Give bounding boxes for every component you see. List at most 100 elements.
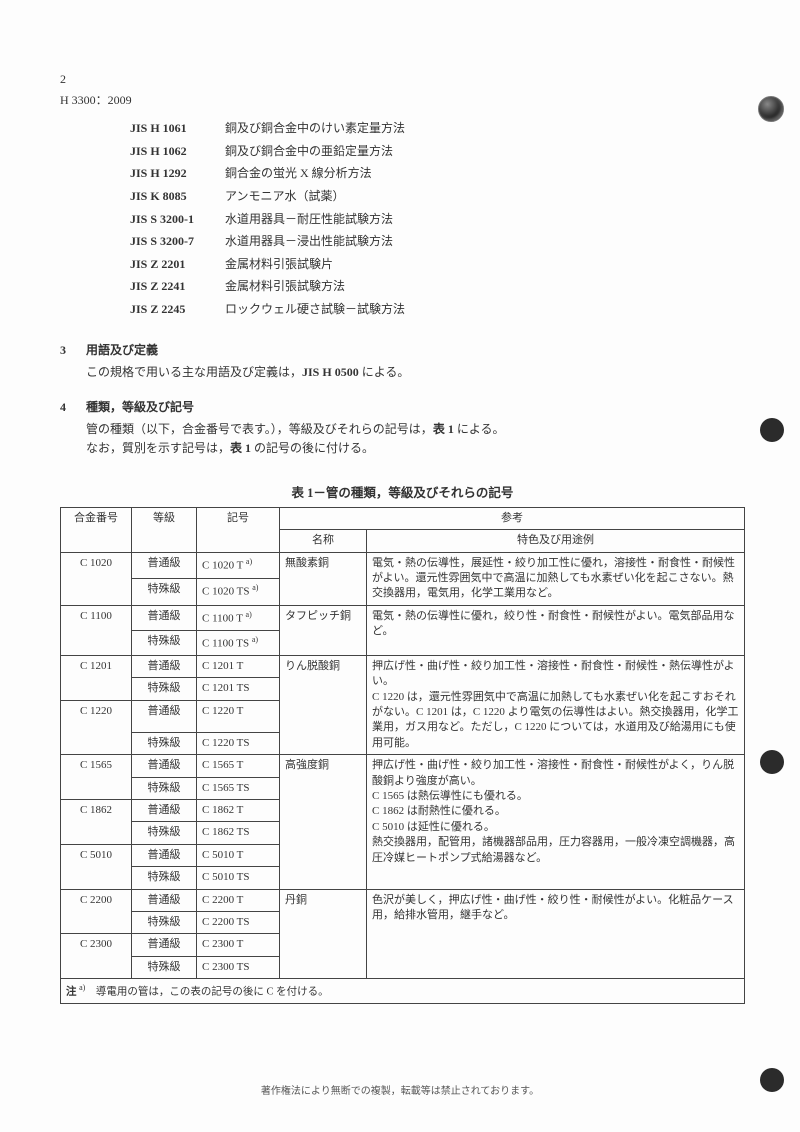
reference-title: アンモニア水（試薬） [225,187,345,206]
alloy-cell: C 5010 [61,844,132,889]
reference-code: JIS Z 2241 [130,277,225,296]
symbol-cell: C 1201 T [197,655,280,677]
punch-hole-icon [760,418,784,442]
symbol-cell: C 5010 T [197,844,280,866]
feature-cell: 電気・熱の伝導性に優れ，絞り性・耐食性・耐候性がよい。電気部品用など。 [367,605,745,655]
table-row: C 2200普通級C 2200 T丹銅色沢が美しく，押広げ性・曲げ性・絞り性・耐… [61,889,745,911]
text: による。 [359,365,410,379]
section-title: 種類，等級及び記号 [86,398,194,417]
symbol-cell: C 2300 TS [197,956,280,978]
table-row: C 1100普通級C 1100 T a)タフピッチ銅電気・熱の伝導性に優れ，絞り… [61,605,745,630]
reference-code: JIS K 8085 [130,187,225,206]
table-row: C 1565普通級C 1565 T高強度銅押広げ性・曲げ性・絞り加工性・溶接性・… [61,755,745,777]
grade-cell: 特殊級 [132,579,197,606]
grade-cell: 普通級 [132,800,197,822]
name-cell: タフピッチ銅 [280,605,367,655]
symbol-cell: C 2200 T [197,889,280,911]
symbol-cell: C 1565 T [197,755,280,777]
alloy-cell: C 1220 [61,700,132,755]
grade-cell: 普通級 [132,844,197,866]
section-body: この規格で用いる主な用語及び定義は，JIS H 0500 による。 [86,363,745,382]
reference-title: 銅及び銅合金中の亜鉛定量方法 [225,142,393,161]
grade-cell: 特殊級 [132,822,197,844]
grade-cell: 普通級 [132,700,197,732]
reference-row: JIS H 1292銅合金の蛍光 X 線分析方法 [130,164,745,183]
copyright-footer: 著作権法により無断での複製，転載等は禁止されております。 [0,1082,800,1097]
alloy-cell: C 2200 [61,889,132,934]
alloy-cell: C 1862 [61,800,132,845]
reference-row: JIS S 3200-1水道用器具－耐圧性能試験方法 [130,210,745,229]
text: 管の種類（以下，合金番号で表す。），等級及びそれらの記号は， [86,422,433,436]
symbol-cell: C 5010 TS [197,867,280,889]
bold-ref: JIS H 0500 [302,365,359,379]
reference-row: JIS Z 2245ロックウェル硬さ試験－試験方法 [130,300,745,319]
reference-list: JIS H 1061銅及び銅合金中のけい素定量方法JIS H 1062銅及び銅合… [130,119,745,318]
table-header: 等級 [132,507,197,552]
text: この規格で用いる主な用語及び定義は， [86,365,302,379]
symbol-cell: C 1020 T a) [197,552,280,579]
symbol-cell: C 2300 T [197,934,280,956]
symbol-cell: C 1862 T [197,800,280,822]
reference-row: JIS H 1062銅及び銅合金中の亜鉛定量方法 [130,142,745,161]
section-number: 3 [60,341,86,360]
reference-row: JIS Z 2201金属材料引張試験片 [130,255,745,274]
symbol-cell: C 1220 T [197,700,280,732]
punch-hole-icon [760,750,784,774]
reference-title: 銅合金の蛍光 X 線分析方法 [225,164,372,183]
page-content: 2 H 3300：2009 JIS H 1061銅及び銅合金中のけい素定量方法J… [60,70,745,1004]
feature-cell: 電気・熱の伝導性，展延性・絞り加工性に優れ，溶接性・耐食性・耐候性がよい。還元性… [367,552,745,605]
name-cell: りん脱酸銅 [280,655,367,754]
symbol-cell: C 1565 TS [197,777,280,799]
symbol-cell: C 2200 TS [197,912,280,934]
symbol-cell: C 1020 TS a) [197,579,280,606]
table-caption: 表 1－管の種類，等級及びそれらの記号 [60,484,745,503]
grade-cell: 特殊級 [132,867,197,889]
section-heading: 3 用語及び定義 [60,341,745,360]
name-cell: 高強度銅 [280,755,367,889]
name-cell: 無酸素銅 [280,552,367,605]
page: 2 H 3300：2009 JIS H 1061銅及び銅合金中のけい素定量方法J… [0,0,800,1132]
section-heading: 4 種類，等級及び記号 [60,398,745,417]
table-header: 特色及び用途例 [367,530,745,552]
reference-code: JIS S 3200-1 [130,210,225,229]
feature-cell: 色沢が美しく，押広げ性・曲げ性・絞り性・耐候性がよい。化粧品ケース用，給排水管用… [367,889,745,979]
reference-code: JIS H 1292 [130,164,225,183]
reference-code: JIS Z 2201 [130,255,225,274]
bold-ref: 表 1 [433,422,454,436]
grade-cell: 特殊級 [132,777,197,799]
bold-ref: 表 1 [230,441,251,455]
alloy-cell: C 2300 [61,934,132,979]
feature-cell: 押広げ性・曲げ性・絞り加工性・溶接性・耐食性・耐候性がよく，りん脱酸銅より強度が… [367,755,745,889]
symbol-cell: C 1220 TS [197,732,280,754]
alloy-cell: C 1020 [61,552,132,605]
symbol-cell: C 1100 TS a) [197,630,280,655]
reference-code: JIS S 3200-7 [130,232,225,251]
reference-title: 銅及び銅合金中のけい素定量方法 [225,119,405,138]
table-header: 合金番号 [61,507,132,552]
reference-code: JIS H 1062 [130,142,225,161]
punch-hole-icon [760,1068,784,1092]
alloy-cell: C 1201 [61,655,132,700]
table-header: 名称 [280,530,367,552]
symbol-cell: C 1100 T a) [197,605,280,630]
grade-cell: 普通級 [132,605,197,630]
feature-cell: 押広げ性・曲げ性・絞り加工性・溶接性・耐食性・耐候性・熱伝導性がよい。 C 12… [367,655,745,754]
grade-cell: 特殊級 [132,630,197,655]
reference-code: JIS H 1061 [130,119,225,138]
grade-cell: 普通級 [132,755,197,777]
table-note: 注 a) 導電用の管は，この表の記号の後に C を付ける。 [61,979,745,1004]
reference-row: JIS Z 2241金属材料引張試験方法 [130,277,745,296]
section-body: 管の種類（以下，合金番号で表す。），等級及びそれらの記号は，表 1 による。 な… [86,420,745,457]
grade-cell: 特殊級 [132,956,197,978]
grade-cell: 特殊級 [132,912,197,934]
reference-row: JIS S 3200-7水道用器具－浸出性能試験方法 [130,232,745,251]
grade-cell: 特殊級 [132,732,197,754]
grade-cell: 特殊級 [132,678,197,700]
alloy-cell: C 1100 [61,605,132,655]
punch-hole-icon [758,96,784,122]
reference-row: JIS H 1061銅及び銅合金中のけい素定量方法 [130,119,745,138]
page-number: 2 [60,70,745,89]
grade-cell: 普通級 [132,934,197,956]
table-row: C 1201普通級C 1201 Tりん脱酸銅押広げ性・曲げ性・絞り加工性・溶接性… [61,655,745,677]
table-header: 記号 [197,507,280,552]
